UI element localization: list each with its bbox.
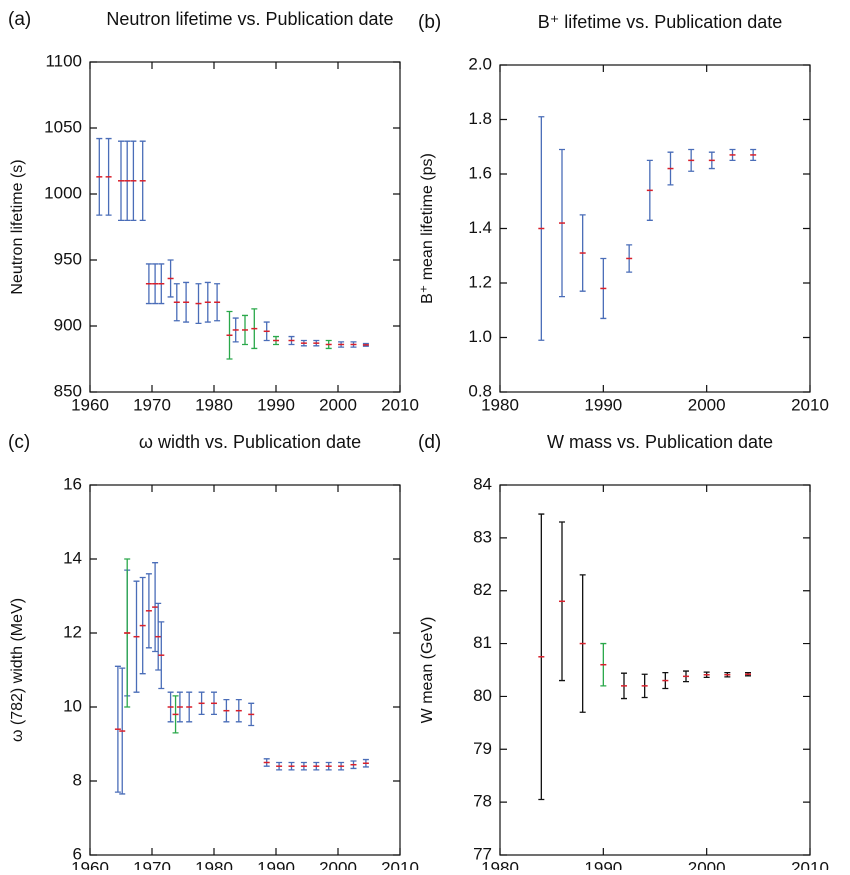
y-tick-label: 850 — [54, 381, 82, 400]
x-tick-label: 2010 — [791, 858, 829, 870]
x-tick-label: 1980 — [481, 395, 519, 414]
y-tick-label: 950 — [54, 249, 82, 268]
x-tick-label: 2000 — [319, 858, 357, 870]
y-tick-label: 0.8 — [468, 381, 492, 400]
y-axis-label: ω (782) width (MeV) — [9, 598, 26, 742]
y-tick-label: 1.4 — [468, 218, 492, 237]
x-tick-label: 1960 — [71, 858, 109, 870]
x-tick-label: 2000 — [688, 858, 726, 870]
y-tick-label: 81 — [473, 633, 492, 652]
y-tick-label: 79 — [473, 739, 492, 758]
y-tick-label: 8 — [73, 770, 82, 789]
y-tick-label: 16 — [63, 474, 82, 493]
y-tick-label: 78 — [473, 792, 492, 811]
chart-title: Neutron lifetime vs. Publication date — [106, 9, 393, 29]
panel-label: (a) — [8, 9, 31, 30]
panel-label: (d) — [418, 432, 441, 453]
y-tick-label: 6 — [73, 844, 82, 863]
x-tick-label: 2000 — [688, 395, 726, 414]
y-tick-label: 82 — [473, 580, 492, 599]
y-axis-label: B⁺ mean lifetime (ps) — [419, 153, 436, 304]
x-tick-label: 1960 — [71, 395, 109, 414]
x-tick-label: 2010 — [791, 395, 829, 414]
panel-label: (c) — [8, 432, 30, 453]
x-tick-label: 1990 — [584, 395, 622, 414]
x-tick-label: 2000 — [319, 395, 357, 414]
x-tick-label: 1970 — [133, 858, 171, 870]
y-tick-label: 900 — [54, 315, 82, 334]
plot-frame — [89, 61, 401, 393]
x-tick-label: 2010 — [381, 858, 419, 870]
plot-frame — [89, 484, 401, 856]
panel-label: (b) — [418, 12, 441, 33]
y-tick-label: 77 — [473, 844, 492, 863]
chart-title: W mass vs. Publication date — [547, 432, 773, 452]
x-tick-label: 1990 — [257, 858, 295, 870]
y-tick-label: 84 — [473, 474, 492, 493]
y-tick-label: 1.6 — [468, 163, 492, 182]
y-tick-label: 1.8 — [468, 109, 492, 128]
y-tick-label: 80 — [473, 686, 492, 705]
x-tick-label: 1980 — [195, 395, 233, 414]
y-tick-label: 1000 — [44, 183, 82, 202]
x-tick-label: 1970 — [133, 395, 171, 414]
y-axis-label: W mean (GeV) — [419, 617, 436, 724]
plot-frame — [499, 484, 811, 856]
chart-title: ω width vs. Publication date — [139, 432, 361, 452]
y-tick-label: 1100 — [45, 51, 82, 70]
y-tick-label: 1050 — [44, 117, 82, 136]
x-tick-label: 1980 — [481, 858, 519, 870]
y-tick-label: 10 — [63, 696, 82, 715]
x-tick-label: 2010 — [381, 395, 419, 414]
y-axis-label: Neutron lifetime (s) — [9, 159, 26, 294]
x-tick-label: 1990 — [584, 858, 622, 870]
x-tick-label: 1990 — [257, 395, 295, 414]
y-tick-label: 12 — [63, 622, 82, 641]
y-tick-label: 83 — [473, 527, 492, 546]
x-tick-label: 1980 — [195, 858, 233, 870]
y-tick-label: 1.0 — [468, 327, 492, 346]
plot-frame — [499, 64, 811, 393]
y-tick-label: 1.2 — [468, 272, 492, 291]
chart-title: B⁺ lifetime vs. Publication date — [538, 12, 783, 32]
y-tick-label: 14 — [63, 548, 82, 567]
y-tick-label: 2.0 — [468, 54, 492, 73]
